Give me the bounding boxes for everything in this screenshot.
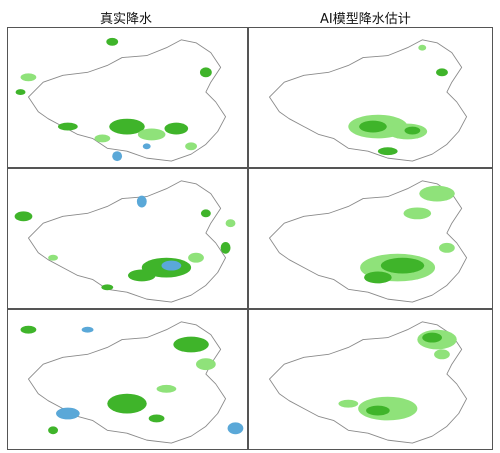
rain-patches bbox=[360, 185, 455, 284]
rain-patches bbox=[338, 329, 457, 421]
china-outline bbox=[27, 180, 227, 303]
rain-patches bbox=[15, 37, 212, 162]
rain-patches bbox=[20, 325, 244, 435]
precip-map bbox=[15, 37, 227, 162]
left-column-title: 真实降水 bbox=[100, 12, 153, 27]
china-outline bbox=[27, 321, 227, 444]
panel-ai-row-1 bbox=[248, 27, 493, 168]
rain-patches bbox=[14, 195, 236, 291]
precip-map bbox=[20, 321, 244, 444]
china-outline bbox=[269, 180, 468, 303]
panel-real-row-1 bbox=[7, 27, 248, 168]
precip-map bbox=[269, 39, 468, 162]
panel-real-row-3 bbox=[7, 309, 248, 450]
precip-map bbox=[269, 180, 468, 303]
china-outline bbox=[269, 39, 468, 162]
precip-map bbox=[269, 321, 468, 444]
panel-ai-row-2 bbox=[248, 168, 493, 309]
china-outline bbox=[27, 39, 227, 162]
china-outline bbox=[269, 321, 468, 444]
rain-patches bbox=[348, 44, 448, 156]
panel-real-row-2 bbox=[7, 168, 248, 309]
panel-ai-row-3 bbox=[248, 309, 493, 450]
right-column-title: AI模型降水估计 bbox=[320, 12, 411, 27]
precip-map bbox=[14, 180, 236, 303]
